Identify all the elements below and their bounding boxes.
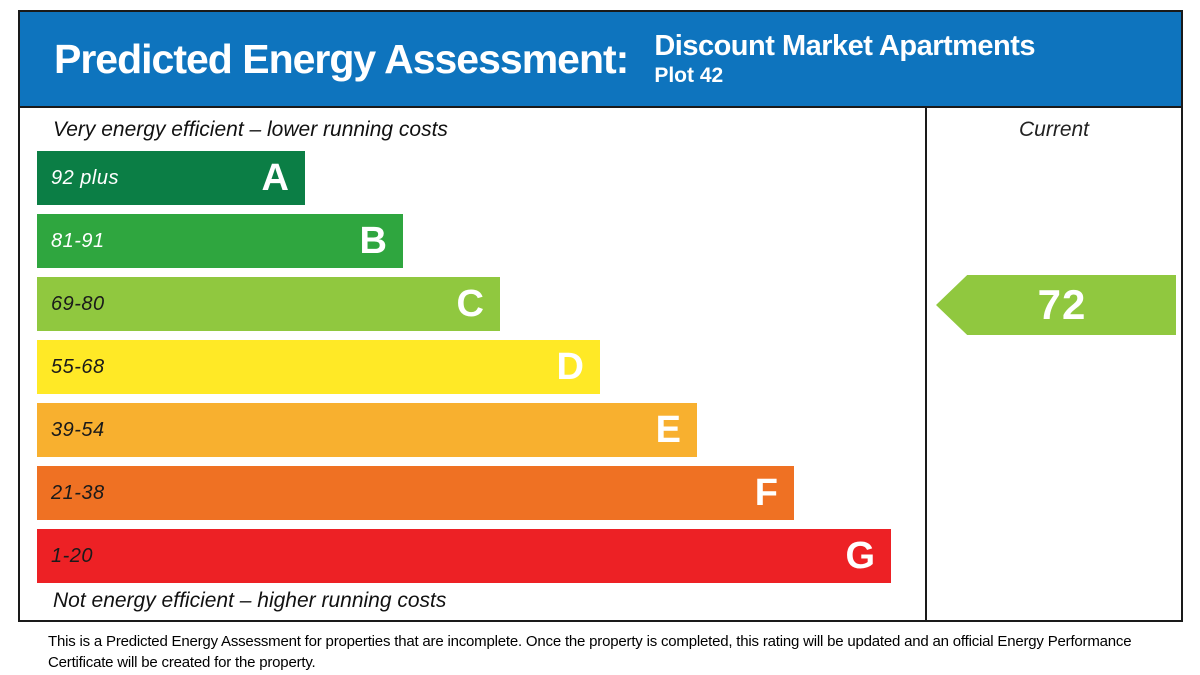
band-range-label: 39-54 [51, 418, 105, 441]
band-row-A: 92 plus A [37, 151, 305, 205]
band-row-C: 69-80 C [37, 277, 500, 331]
band-row-D: 55-68 D [37, 340, 600, 394]
band-letter: G [845, 535, 875, 577]
footer-line-2: Certificate will be created for the prop… [48, 654, 316, 671]
chart-body: Very energy efficient – lower running co… [20, 108, 1181, 620]
band-row-B: 81-91 B [37, 214, 403, 268]
band-range-label: 21-38 [51, 481, 105, 504]
band-letter: D [556, 346, 584, 388]
band-letter: C [456, 283, 484, 325]
current-column: Current 72 [925, 108, 1181, 620]
page-title: Predicted Energy Assessment: [54, 35, 629, 82]
band-letter: B [359, 220, 387, 262]
rating-scale-area: Very energy efficient – lower running co… [20, 108, 925, 620]
property-name: Discount Market Apartments [654, 30, 1036, 63]
band-range-label: 55-68 [51, 355, 105, 378]
footer-line-1: This is a Predicted Energy Assessment fo… [48, 633, 1132, 650]
band-range-label: 1-20 [51, 544, 94, 567]
top-caption: Very energy efficient – lower running co… [53, 118, 448, 141]
bottom-caption: Not energy efficient – higher running co… [53, 589, 447, 612]
band-row-E: 39-54 E [37, 403, 697, 457]
band-range-label: 69-80 [51, 292, 105, 315]
band-row-F: 21-38 F [37, 466, 794, 520]
current-rating-arrow: 72 [936, 275, 1176, 335]
band-range-label: 81-91 [51, 229, 105, 252]
band-letter: E [655, 409, 681, 451]
band-letter: A [261, 157, 289, 199]
property-plot: Plot 42 [654, 63, 724, 87]
current-heading: Current [1018, 118, 1090, 141]
header: Predicted Energy Assessment: Discount Ma… [20, 12, 1181, 108]
band-range-label: 92 plus [51, 166, 119, 189]
bands: 92 plus A 81-91 B 69-80 C 55-68 D 39-54 E 21-38 F 1-… [37, 151, 891, 583]
band-letter: F [754, 472, 778, 514]
band-row-G: 1-20 G [37, 529, 891, 583]
property-info: Discount Market Apartments Plot 42 [654, 30, 1035, 87]
current-rating-value: 72 [1037, 281, 1087, 328]
epc-chart-box: Predicted Energy Assessment: Discount Ma… [18, 10, 1183, 622]
footer-disclaimer: This is a Predicted Energy Assessment fo… [48, 631, 1188, 673]
